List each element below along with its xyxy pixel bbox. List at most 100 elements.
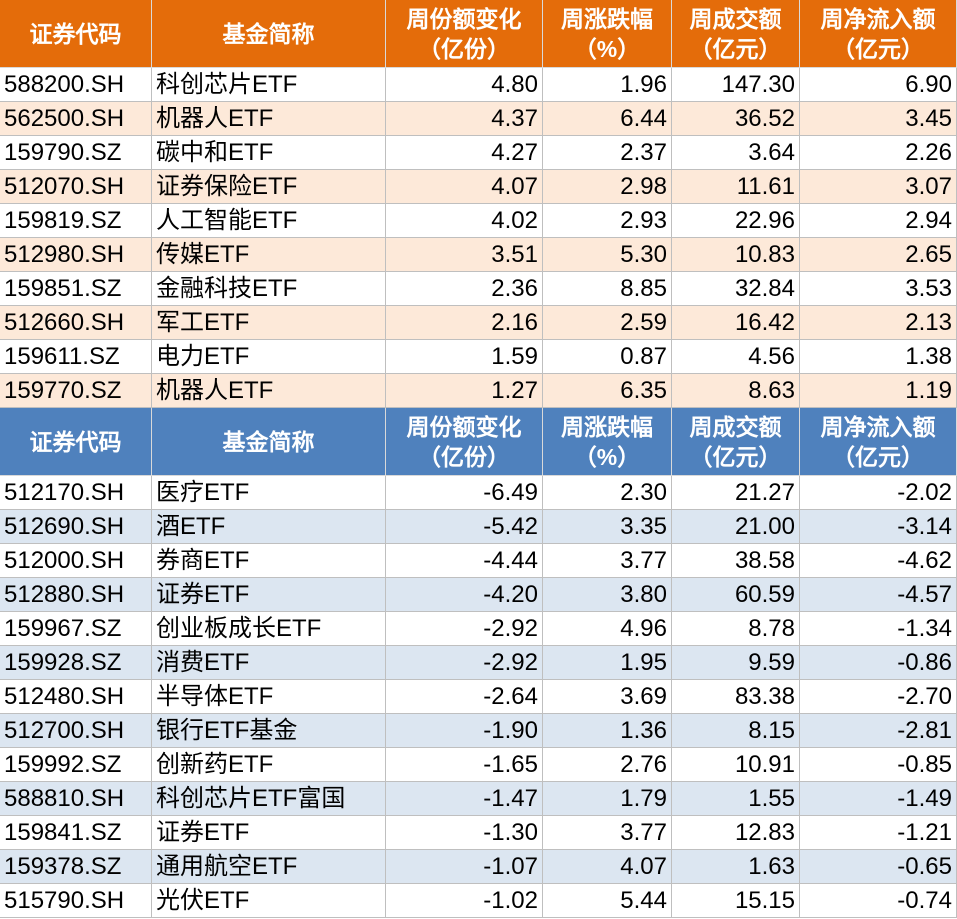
value-cell: -1.47 [386, 782, 543, 816]
code-cell: 159992.SZ [0, 748, 152, 782]
value-cell: 4.02 [386, 204, 543, 238]
value-cell: -3.14 [800, 510, 957, 544]
data-row: 512980.SH 传媒ETF 3.51 5.30 10.83 2.65 [0, 238, 957, 272]
name-cell: 金融科技ETF [152, 272, 386, 306]
value-cell: 2.37 [543, 136, 672, 170]
value-cell: 1.38 [800, 340, 957, 374]
name-cell: 证券保险ETF [152, 170, 386, 204]
value-cell: 3.45 [800, 102, 957, 136]
data-row: 512480.SH 半导体ETF -2.64 3.69 83.38 -2.70 [0, 680, 957, 714]
value-cell: 2.13 [800, 306, 957, 340]
value-cell: 8.63 [672, 374, 800, 408]
code-cell: 515790.SH [0, 884, 152, 918]
value-cell: 4.80 [386, 68, 543, 102]
code-cell: 159928.SZ [0, 646, 152, 680]
header-text: 证券代码 [29, 428, 122, 455]
value-cell: 2.36 [386, 272, 543, 306]
header-text: 基金简称 [222, 20, 315, 47]
name-cell: 机器人ETF [152, 374, 386, 408]
code-cell: 159770.SZ [0, 374, 152, 408]
data-row: 159819.SZ 人工智能ETF 4.02 2.93 22.96 2.94 [0, 204, 957, 238]
value-cell: 2.16 [386, 306, 543, 340]
value-cell: -1.21 [800, 816, 957, 850]
code-cell: 562500.SH [0, 102, 152, 136]
name-cell: 证券ETF [152, 578, 386, 612]
code-cell: 512980.SH [0, 238, 152, 272]
header-cell: 周净流入额 （亿元） [800, 0, 957, 68]
header-cell: 周涨跌幅 （%） [543, 408, 672, 476]
header-text: 周涨跌幅 [561, 413, 653, 440]
header-text: 周成交额 [689, 5, 782, 32]
value-cell: -1.90 [386, 714, 543, 748]
name-cell: 人工智能ETF [152, 204, 386, 238]
value-cell: -2.92 [386, 612, 543, 646]
value-cell: 60.59 [672, 578, 800, 612]
header-text: （%） [573, 443, 641, 470]
header-text: 周份额变化 [406, 413, 522, 440]
value-cell: 6.35 [543, 374, 672, 408]
data-row: 512000.SH 券商ETF -4.44 3.77 38.58 -4.62 [0, 544, 957, 578]
header-text: 周净流入额 [820, 5, 936, 32]
value-cell: -4.57 [800, 578, 957, 612]
value-cell: -1.49 [800, 782, 957, 816]
value-cell: 12.83 [672, 816, 800, 850]
data-row: 159611.SZ 电力ETF 1.59 0.87 4.56 1.38 [0, 340, 957, 374]
code-cell: 588810.SH [0, 782, 152, 816]
code-cell: 159611.SZ [0, 340, 152, 374]
value-cell: 22.96 [672, 204, 800, 238]
value-cell: 2.26 [800, 136, 957, 170]
code-cell: 512880.SH [0, 578, 152, 612]
header-cell: 基金简称 [152, 408, 386, 476]
value-cell: 2.94 [800, 204, 957, 238]
header-text: 证券代码 [29, 20, 122, 47]
value-cell: -0.65 [800, 850, 957, 884]
name-cell: 光伏ETF [152, 884, 386, 918]
code-cell: 159378.SZ [0, 850, 152, 884]
name-cell: 机器人ETF [152, 102, 386, 136]
data-row: 159770.SZ 机器人ETF 1.27 6.35 8.63 1.19 [0, 374, 957, 408]
data-row: 562500.SH 机器人ETF 4.37 6.44 36.52 3.45 [0, 102, 957, 136]
value-cell: 1.63 [672, 850, 800, 884]
name-cell: 医疗ETF [152, 476, 386, 510]
value-cell: 1.59 [386, 340, 543, 374]
data-row: 159378.SZ 通用航空ETF -1.07 4.07 1.63 -0.65 [0, 850, 957, 884]
value-cell: 1.96 [543, 68, 672, 102]
value-cell: 2.65 [800, 238, 957, 272]
value-cell: 10.91 [672, 748, 800, 782]
header-text: （%） [573, 35, 641, 62]
value-cell: -4.62 [800, 544, 957, 578]
header-cell: 周份额变化 （亿份） [386, 0, 543, 68]
value-cell: -1.07 [386, 850, 543, 884]
header-text: （亿元） [689, 443, 782, 470]
data-row: 159841.SZ 证券ETF -1.30 3.77 12.83 -1.21 [0, 816, 957, 850]
code-cell: 512660.SH [0, 306, 152, 340]
name-cell: 酒ETF [152, 510, 386, 544]
value-cell: 3.77 [543, 816, 672, 850]
data-row: 588200.SH 科创芯片ETF 4.80 1.96 147.30 6.90 [0, 68, 957, 102]
value-cell: 3.35 [543, 510, 672, 544]
header-row: 证券代码 基金简称 周份额变化 （亿份） 周涨跌幅 （%） 周成交额 （亿元） 周净流入额 （亿元… [0, 408, 957, 476]
name-cell: 创业板成长ETF [152, 612, 386, 646]
value-cell: 1.79 [543, 782, 672, 816]
value-cell: 32.84 [672, 272, 800, 306]
value-cell: 1.19 [800, 374, 957, 408]
data-row: 512700.SH 银行ETF基金 -1.90 1.36 8.15 -2.81 [0, 714, 957, 748]
header-text: （亿元） [832, 35, 924, 62]
value-cell: 10.83 [672, 238, 800, 272]
header-text: 周成交额 [689, 413, 782, 440]
value-cell: -5.42 [386, 510, 543, 544]
code-cell: 512480.SH [0, 680, 152, 714]
value-cell: -6.49 [386, 476, 543, 510]
value-cell: 8.78 [672, 612, 800, 646]
value-cell: -2.64 [386, 680, 543, 714]
header-cell: 证券代码 [0, 408, 152, 476]
code-cell: 159790.SZ [0, 136, 152, 170]
value-cell: 15.15 [672, 884, 800, 918]
data-row: 512660.SH 军工ETF 2.16 2.59 16.42 2.13 [0, 306, 957, 340]
value-cell: 3.07 [800, 170, 957, 204]
name-cell: 军工ETF [152, 306, 386, 340]
value-cell: 2.76 [543, 748, 672, 782]
name-cell: 银行ETF基金 [152, 714, 386, 748]
table-section: 证券代码 基金简称 周份额变化 （亿份） 周涨跌幅 （%） 周成交额 （亿元） 周净流入额 （亿元… [0, 408, 957, 918]
code-cell: 159819.SZ [0, 204, 152, 238]
